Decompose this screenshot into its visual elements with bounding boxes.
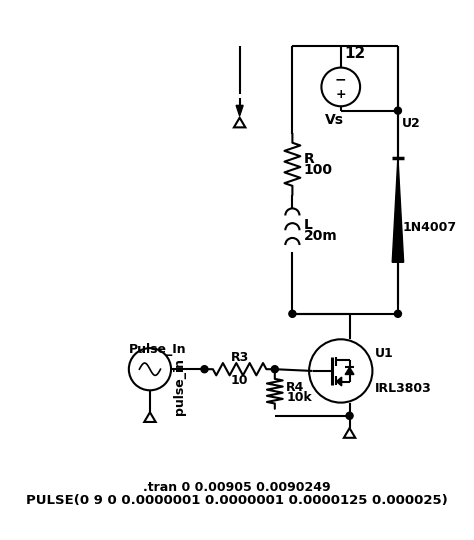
Text: 100: 100	[304, 163, 333, 177]
Text: Vs: Vs	[325, 113, 344, 127]
Text: U1: U1	[375, 347, 394, 360]
Polygon shape	[337, 377, 342, 386]
Text: 12: 12	[344, 45, 365, 60]
Polygon shape	[345, 367, 354, 374]
Text: 10: 10	[231, 374, 248, 387]
Text: R4: R4	[286, 381, 305, 394]
Circle shape	[394, 107, 401, 114]
Polygon shape	[236, 105, 243, 116]
Text: −: −	[335, 72, 346, 86]
Text: pulse_in: pulse_in	[173, 358, 186, 415]
Polygon shape	[392, 158, 404, 262]
Text: R: R	[304, 152, 315, 166]
Text: 1N4007: 1N4007	[402, 221, 456, 234]
Circle shape	[289, 310, 296, 318]
Text: 20m: 20m	[304, 228, 337, 242]
Text: .tran 0 0.00905 0.0090249: .tran 0 0.00905 0.0090249	[143, 482, 331, 495]
Circle shape	[271, 366, 278, 373]
Text: L: L	[304, 218, 313, 232]
Circle shape	[201, 366, 208, 373]
Text: 10k: 10k	[286, 392, 312, 404]
Text: +: +	[336, 89, 346, 102]
Text: U2: U2	[402, 117, 421, 130]
Circle shape	[346, 412, 353, 420]
Text: Pulse_In: Pulse_In	[129, 343, 186, 356]
Text: PULSE(0 9 0 0.0000001 0.0000001 0.0000125 0.000025): PULSE(0 9 0 0.0000001 0.0000001 0.000012…	[26, 494, 448, 507]
Circle shape	[394, 310, 401, 318]
Text: R3: R3	[230, 351, 249, 364]
Text: IRL3803: IRL3803	[375, 382, 432, 395]
